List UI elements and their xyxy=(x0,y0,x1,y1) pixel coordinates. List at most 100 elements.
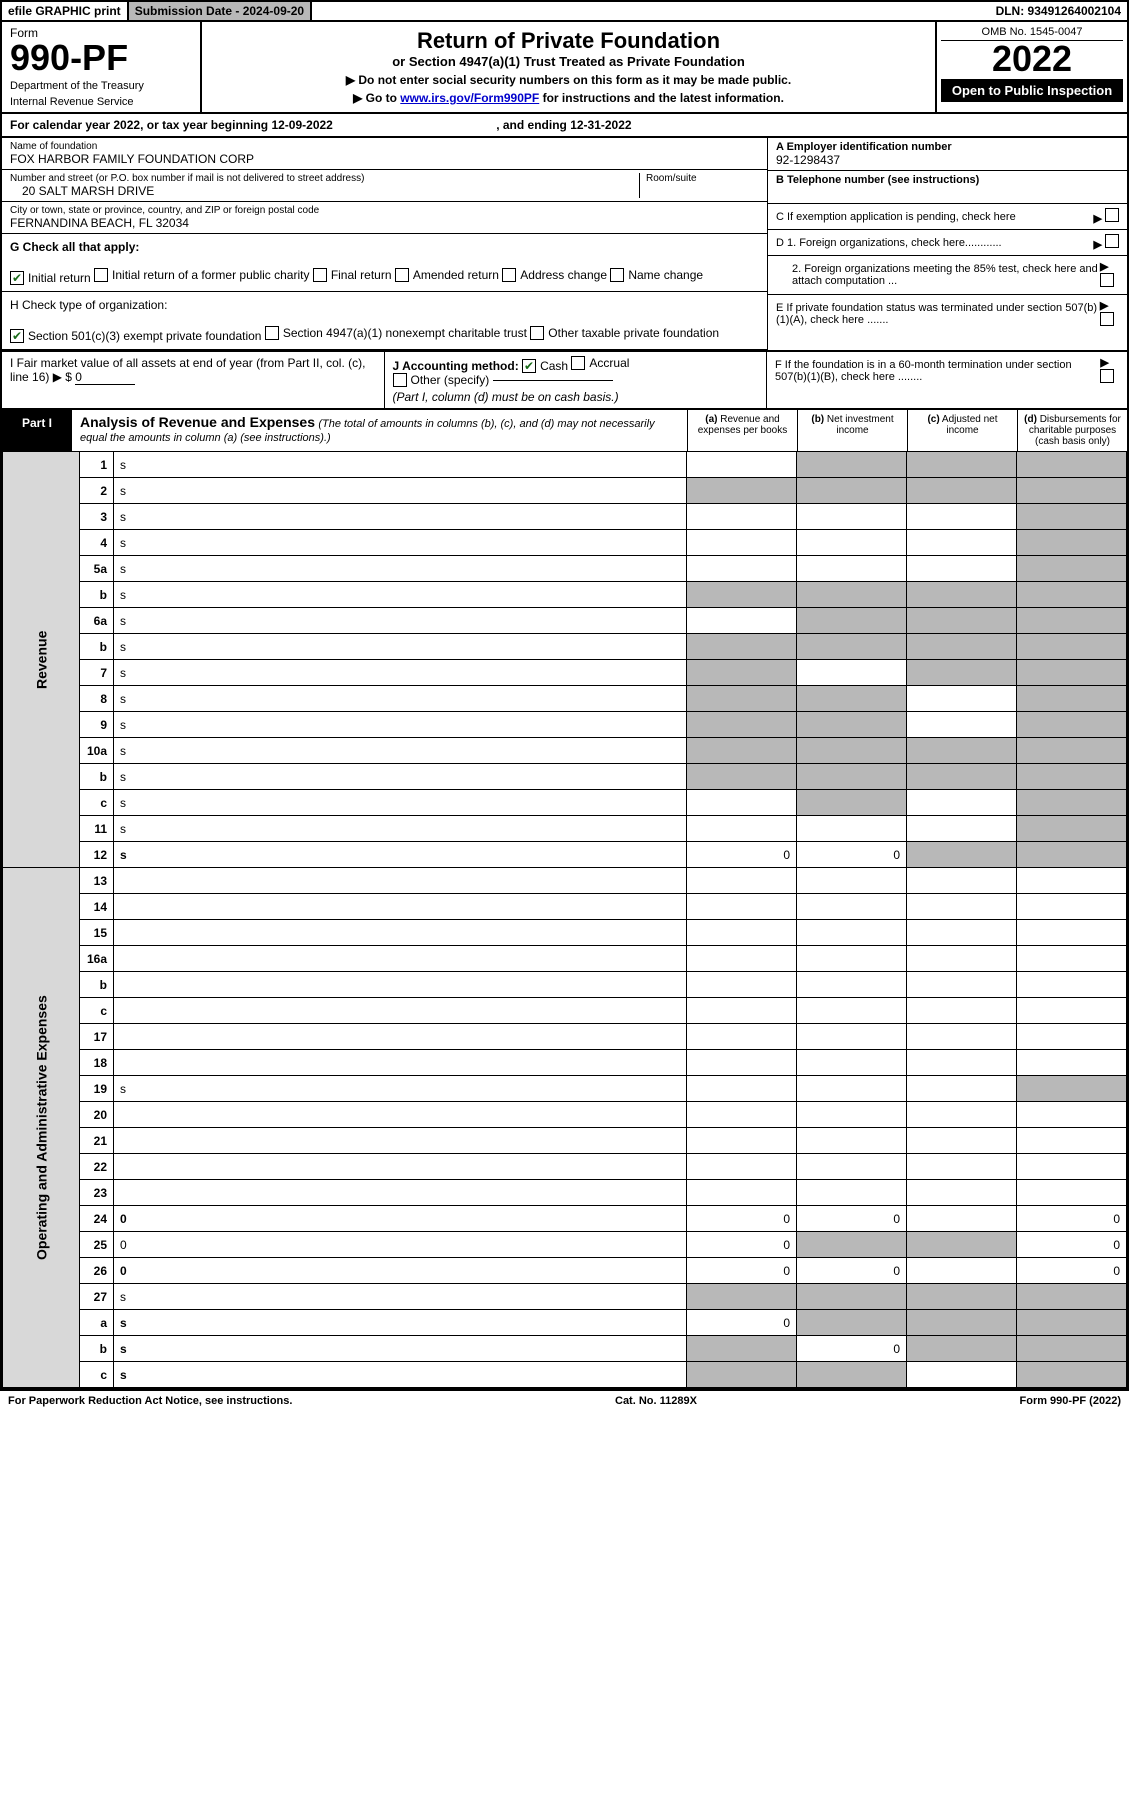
line-number: b xyxy=(80,582,114,608)
col-d-value xyxy=(1017,712,1127,738)
h-check-checkbox[interactable] xyxy=(10,329,24,343)
j-check-label: Cash xyxy=(540,359,568,373)
col-d-value xyxy=(1017,920,1127,946)
form-id-block: Form 990-PF Department of the Treasury I… xyxy=(2,22,202,112)
dept-treasury: Department of the Treasury xyxy=(10,80,192,92)
col-d-value xyxy=(1017,1154,1127,1180)
note2-post: for instructions and the latest informat… xyxy=(539,91,784,105)
phone-cell: B Telephone number (see instructions) xyxy=(768,171,1127,204)
col-a-value xyxy=(687,504,797,530)
table-row: 240000 xyxy=(3,1206,1127,1232)
side-label: Operating and Administrative Expenses xyxy=(3,868,80,1388)
line-number: 11 xyxy=(80,816,114,842)
city-cell: City or town, state or province, country… xyxy=(2,202,767,234)
col-b-value xyxy=(797,556,907,582)
col-d-value xyxy=(1017,452,1127,478)
arrow-icon: ▶ xyxy=(1100,300,1108,312)
line-number: 4 xyxy=(80,530,114,556)
e-checkbox[interactable] xyxy=(1100,312,1114,326)
col-c-value xyxy=(907,1206,1017,1232)
f-checkbox[interactable] xyxy=(1100,369,1114,383)
col-d-value xyxy=(1017,504,1127,530)
h-check-checkbox[interactable] xyxy=(530,326,544,340)
line-description: s xyxy=(114,660,687,686)
line-description: s xyxy=(114,1076,687,1102)
col-d-value xyxy=(1017,842,1127,868)
irs-link[interactable]: www.irs.gov/Form990PF xyxy=(400,91,539,105)
g-check-checkbox[interactable] xyxy=(502,268,516,282)
line-description: s xyxy=(114,634,687,660)
col-c-value xyxy=(907,868,1017,894)
line-number: 24 xyxy=(80,1206,114,1232)
street-address: 20 SALT MARSH DRIVE xyxy=(10,184,639,198)
g-label: G Check all that apply: xyxy=(10,240,139,254)
col-a-value xyxy=(687,920,797,946)
col-c-value xyxy=(907,816,1017,842)
col-b-value xyxy=(797,946,907,972)
line-number: 14 xyxy=(80,894,114,920)
table-row: bs xyxy=(3,634,1127,660)
line-description xyxy=(114,868,687,894)
table-row: 9s xyxy=(3,712,1127,738)
line-description: s xyxy=(114,1284,687,1310)
g-check-checkbox[interactable] xyxy=(313,268,327,282)
col-a-value xyxy=(687,1284,797,1310)
d1-checkbox[interactable] xyxy=(1105,234,1119,248)
col-a-value: 0 xyxy=(687,842,797,868)
col-c-value xyxy=(907,1128,1017,1154)
col-b-value xyxy=(797,1232,907,1258)
table-row: bs xyxy=(3,764,1127,790)
g-check-checkbox[interactable] xyxy=(610,268,624,282)
j-check-checkbox[interactable] xyxy=(522,359,536,373)
phone-value xyxy=(776,186,1119,200)
col-a-value xyxy=(687,1102,797,1128)
col-c-value xyxy=(907,1076,1017,1102)
footer-right: Form 990-PF (2022) xyxy=(1020,1395,1121,1407)
d2-checkbox[interactable] xyxy=(1100,273,1114,287)
line-description: s xyxy=(114,582,687,608)
c-label: C If exemption application is pending, c… xyxy=(776,211,1016,223)
col-a-value xyxy=(687,816,797,842)
table-row: 19s xyxy=(3,1076,1127,1102)
table-row: b xyxy=(3,972,1127,998)
col-b-value xyxy=(797,790,907,816)
entity-right: A Employer identification number 92-1298… xyxy=(767,138,1127,350)
arrow-icon: ▶ xyxy=(1093,239,1101,251)
addr-label: Number and street (or P.O. box number if… xyxy=(10,173,639,184)
j-other-checkbox[interactable] xyxy=(393,373,407,387)
col-b-title: Net investment income xyxy=(827,414,894,436)
c-checkbox[interactable] xyxy=(1105,208,1119,222)
line-number: 1 xyxy=(80,452,114,478)
d1-foreign: D 1. Foreign organizations, check here..… xyxy=(768,230,1127,256)
col-b-value xyxy=(797,712,907,738)
side-label: Revenue xyxy=(3,452,80,868)
h-check-checkbox[interactable] xyxy=(265,326,279,340)
col-a-value xyxy=(687,738,797,764)
g-check-checkbox[interactable] xyxy=(94,268,108,282)
col-d-value xyxy=(1017,738,1127,764)
col-b-value xyxy=(797,894,907,920)
col-c-title: Adjusted net income xyxy=(942,414,998,436)
line-number: c xyxy=(80,1362,114,1388)
table-row: 15 xyxy=(3,920,1127,946)
g-check-item: Amended return xyxy=(395,268,499,282)
line-number: 9 xyxy=(80,712,114,738)
table-row: Revenue1s xyxy=(3,452,1127,478)
part-1-title: Analysis of Revenue and Expenses xyxy=(80,414,315,430)
col-c-value xyxy=(907,790,1017,816)
i-label: I Fair market value of all assets at end… xyxy=(10,356,365,384)
h-check-label: Section 501(c)(3) exempt private foundat… xyxy=(28,329,261,343)
line-number: 10a xyxy=(80,738,114,764)
col-b-value xyxy=(797,1180,907,1206)
g-check-checkbox[interactable] xyxy=(10,271,24,285)
col-b-value xyxy=(797,1362,907,1388)
g-check-label: Amended return xyxy=(413,268,499,282)
col-b-value: 0 xyxy=(797,842,907,868)
line-description xyxy=(114,998,687,1024)
j-check-checkbox[interactable] xyxy=(571,356,585,370)
g-check-checkbox[interactable] xyxy=(395,268,409,282)
line-description xyxy=(114,1050,687,1076)
g-check-label: Initial return xyxy=(28,271,91,285)
line-number: 2 xyxy=(80,478,114,504)
col-c-value xyxy=(907,1284,1017,1310)
